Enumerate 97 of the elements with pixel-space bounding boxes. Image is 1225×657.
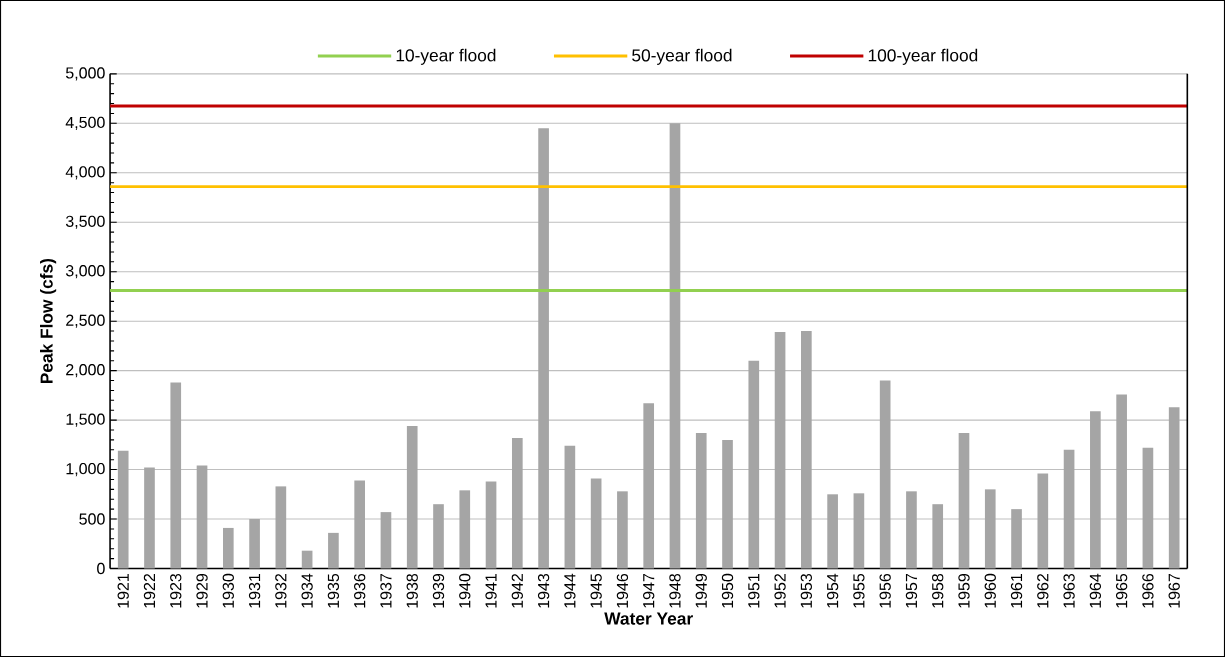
bar <box>617 491 628 569</box>
bar <box>748 360 760 569</box>
bar <box>879 380 891 569</box>
bar <box>1116 394 1127 569</box>
y-tick-label: 2,000 <box>66 364 105 378</box>
bar <box>669 123 681 569</box>
x-tick-label: 1936 <box>354 573 366 608</box>
bar <box>222 527 234 569</box>
bar <box>1063 449 1075 569</box>
y-tick-label: 4,000 <box>65 166 105 180</box>
bar <box>406 426 418 569</box>
x-tick-label: 1967 <box>1168 574 1180 608</box>
x-tick-label: 1966 <box>1142 573 1154 608</box>
bar <box>932 504 944 569</box>
bar <box>827 494 838 569</box>
bar <box>643 403 655 569</box>
x-tick-label: 1944 <box>564 573 576 608</box>
bar <box>380 512 392 569</box>
x-tick-label: 1949 <box>695 573 707 608</box>
x-tick-label: 1923 <box>170 573 182 608</box>
x-tick-label: 1922 <box>143 574 156 608</box>
x-tick-label: 1939 <box>432 573 445 608</box>
x-tick-label: 1957 <box>905 574 918 608</box>
bar <box>485 481 497 569</box>
y-tick-label: 1,500 <box>66 413 105 427</box>
x-tick-label: 1941 <box>485 573 497 608</box>
x-tick-label: 1961 <box>1010 573 1023 608</box>
bar <box>196 465 208 569</box>
y-tick-label: 1,000 <box>66 462 105 477</box>
y-tick-label: 500 <box>79 513 105 525</box>
x-tick-label: 1958 <box>932 573 944 608</box>
x-tick-label: 1921 <box>117 573 129 608</box>
legend-label: 50-year flood <box>632 48 732 65</box>
x-tick-label: 1938 <box>406 573 418 608</box>
y-tick-label: 2,500 <box>66 314 105 328</box>
x-tick-label: 1946 <box>616 573 629 608</box>
x-tick-label: 1954 <box>826 573 839 608</box>
bar <box>853 493 865 569</box>
x-tick-label: 1960 <box>984 573 996 608</box>
x-tick-label: 1935 <box>327 573 340 608</box>
y-tick-label: 5,000 <box>65 67 105 81</box>
bar <box>354 480 365 569</box>
bar <box>249 519 260 569</box>
legend-label: 100-year flood <box>868 48 978 65</box>
y-tick-label: 4,500 <box>65 116 105 130</box>
bar <box>722 439 733 569</box>
x-tick-label: 1945 <box>590 573 602 608</box>
x-tick-label: 1952 <box>774 574 786 608</box>
x-tick-label: 1951 <box>748 573 760 608</box>
bar <box>774 332 786 569</box>
bar <box>117 450 129 569</box>
x-tick-label: 1959 <box>958 573 970 608</box>
y-axis-title: Peak Flow (cfs) <box>40 258 57 384</box>
x-tick-label: 1937 <box>380 574 392 608</box>
bar <box>801 331 812 569</box>
bar <box>328 532 339 569</box>
bar <box>1168 407 1180 569</box>
x-tick-label: 1956 <box>879 573 891 608</box>
bar <box>906 491 917 569</box>
bar <box>1037 473 1049 569</box>
bar <box>538 128 549 569</box>
bar <box>1142 447 1154 569</box>
x-tick-label: 1931 <box>248 573 261 608</box>
bar <box>433 504 444 569</box>
y-tick-label: 0 <box>97 562 105 575</box>
x-tick-label: 1929 <box>196 573 208 608</box>
legend-label: 10-year flood <box>396 48 496 65</box>
x-tick-label: 1934 <box>301 573 313 608</box>
bar <box>1011 509 1022 569</box>
bar <box>459 490 471 569</box>
x-tick-label: 1953 <box>800 573 812 608</box>
bar <box>958 432 970 569</box>
x-tick-label: 1962 <box>1037 574 1049 608</box>
bar <box>564 445 576 569</box>
bar <box>275 486 287 569</box>
x-tick-label: 1948 <box>669 573 681 608</box>
bar <box>144 467 155 569</box>
x-tick-label: 1965 <box>1115 573 1128 608</box>
x-tick-label: 1947 <box>643 574 655 608</box>
y-tick-label: 3,000 <box>65 265 105 279</box>
bar <box>170 382 182 569</box>
x-tick-label: 1932 <box>275 574 287 608</box>
x-tick-label: 1943 <box>537 573 550 608</box>
x-axis-title: Water Year <box>604 612 693 625</box>
bar <box>511 437 523 569</box>
x-tick-label: 1963 <box>1063 573 1075 608</box>
bar <box>695 432 707 569</box>
y-tick-label: 3,500 <box>65 215 105 229</box>
x-tick-label: 1942 <box>511 574 523 608</box>
x-tick-label: 1930 <box>222 573 234 608</box>
x-tick-label: 1964 <box>1089 573 1102 608</box>
bar <box>590 478 602 569</box>
bar <box>1090 411 1101 569</box>
x-tick-label: 1940 <box>459 573 471 608</box>
bar <box>984 489 996 569</box>
x-tick-label: 1955 <box>853 573 865 608</box>
x-tick-label: 1950 <box>721 573 734 608</box>
